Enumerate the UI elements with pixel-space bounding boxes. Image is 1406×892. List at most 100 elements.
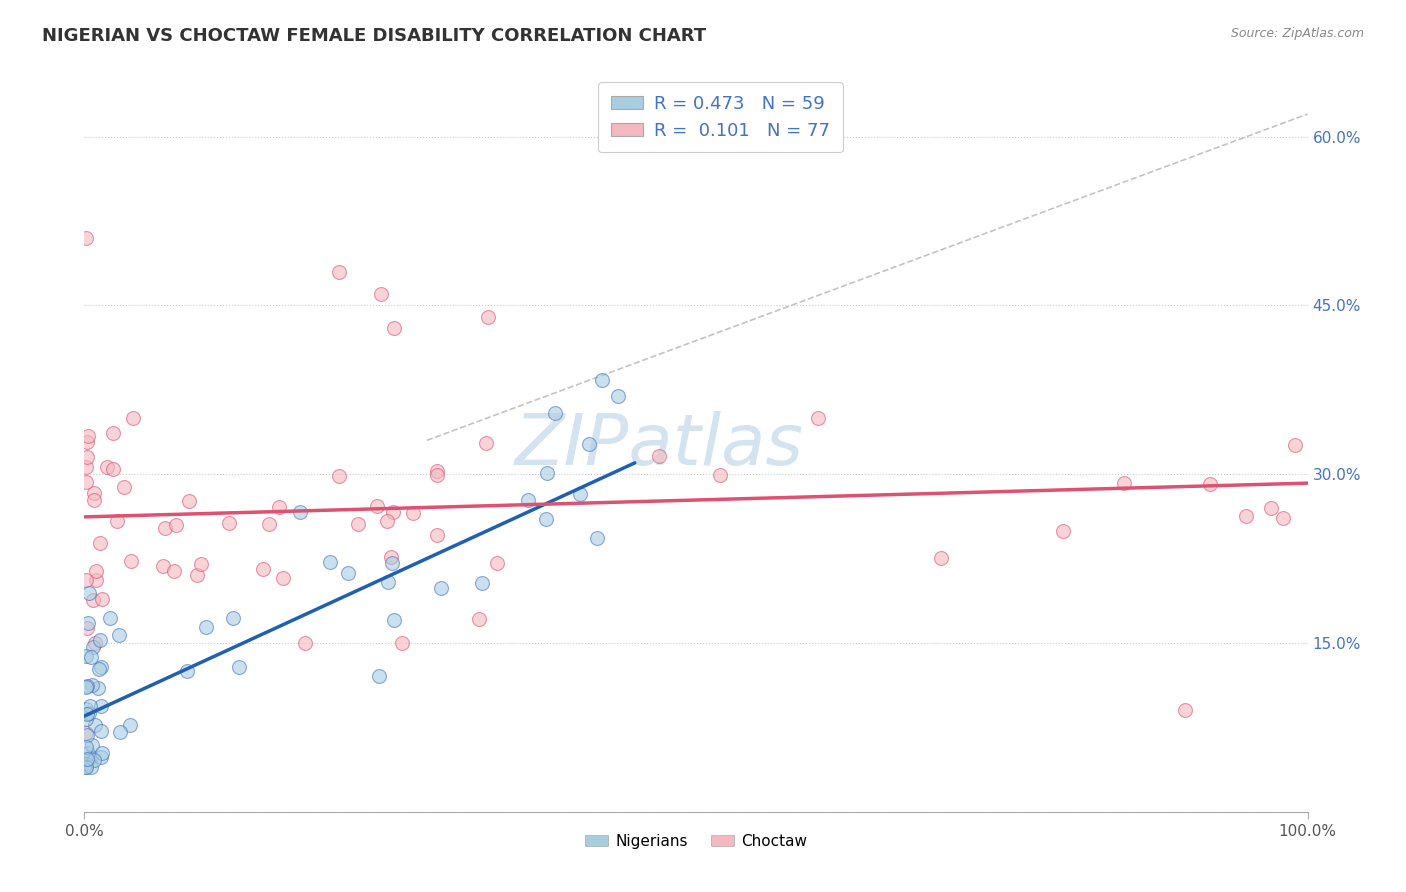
Point xyxy=(807,410,830,425)
Point xyxy=(76,752,98,766)
Point xyxy=(112,480,135,494)
Point xyxy=(370,287,392,301)
Point xyxy=(80,750,103,764)
Point xyxy=(218,516,240,530)
Point xyxy=(471,576,494,591)
Point xyxy=(121,410,143,425)
Point xyxy=(177,494,200,508)
Point xyxy=(76,450,98,465)
Point xyxy=(426,464,449,478)
Point xyxy=(252,562,274,576)
Point xyxy=(294,636,316,650)
Point xyxy=(382,321,405,335)
Point xyxy=(120,717,142,731)
Point xyxy=(80,649,103,664)
Point xyxy=(486,556,509,570)
Point xyxy=(75,475,97,490)
Point xyxy=(391,636,413,650)
Point xyxy=(929,551,952,566)
Point xyxy=(606,389,628,403)
Point xyxy=(83,753,105,767)
Point xyxy=(82,593,104,607)
Point xyxy=(120,554,142,568)
Point xyxy=(75,680,97,694)
Legend: Nigerians, Choctaw: Nigerians, Choctaw xyxy=(579,828,813,855)
Point xyxy=(336,566,359,581)
Point xyxy=(709,467,731,482)
Point xyxy=(382,505,405,519)
Point xyxy=(366,499,388,513)
Point xyxy=(346,517,368,532)
Point xyxy=(516,492,538,507)
Point xyxy=(75,760,97,774)
Point xyxy=(163,565,186,579)
Point xyxy=(152,558,174,573)
Point xyxy=(96,460,118,475)
Point xyxy=(76,728,98,742)
Point xyxy=(76,616,98,631)
Point xyxy=(76,679,98,693)
Point xyxy=(534,512,557,526)
Point xyxy=(91,592,114,607)
Point xyxy=(1236,508,1258,523)
Point xyxy=(190,557,212,571)
Point xyxy=(90,746,112,760)
Point xyxy=(83,485,105,500)
Point xyxy=(75,231,97,245)
Point xyxy=(75,574,97,588)
Point xyxy=(77,586,100,600)
Point xyxy=(79,699,101,714)
Point xyxy=(80,760,103,774)
Point xyxy=(288,505,311,519)
Point xyxy=(477,310,499,324)
Point xyxy=(75,648,97,663)
Point xyxy=(569,487,592,501)
Point xyxy=(75,739,97,754)
Point xyxy=(75,712,97,726)
Point xyxy=(269,500,291,515)
Point xyxy=(90,699,112,714)
Point xyxy=(83,493,105,508)
Point xyxy=(328,264,350,278)
Point xyxy=(75,757,97,772)
Point xyxy=(195,620,218,634)
Point xyxy=(76,434,98,449)
Point xyxy=(1198,476,1220,491)
Point xyxy=(108,628,131,642)
Point xyxy=(89,633,111,648)
Point xyxy=(103,462,125,476)
Point xyxy=(468,612,491,626)
Point xyxy=(578,437,600,451)
Point xyxy=(87,681,110,695)
Point xyxy=(375,514,398,528)
Point xyxy=(1260,500,1282,515)
Point xyxy=(76,621,98,635)
Point xyxy=(186,568,208,582)
Point xyxy=(75,726,97,740)
Point xyxy=(75,760,97,774)
Point xyxy=(536,466,558,480)
Point xyxy=(82,640,104,654)
Point xyxy=(475,436,498,450)
Point xyxy=(426,527,449,541)
Point xyxy=(176,665,198,679)
Text: ZIPatlas: ZIPatlas xyxy=(515,411,804,481)
Point xyxy=(1052,524,1074,539)
Point xyxy=(368,669,391,683)
Point xyxy=(108,725,131,739)
Point xyxy=(89,660,111,674)
Point xyxy=(153,521,176,535)
Point xyxy=(328,469,350,483)
Point xyxy=(89,536,111,550)
Point xyxy=(382,613,405,627)
Point xyxy=(1272,511,1295,525)
Point xyxy=(585,531,607,545)
Point xyxy=(90,750,112,764)
Point xyxy=(380,550,402,565)
Point xyxy=(381,557,404,571)
Point xyxy=(257,517,280,532)
Point xyxy=(84,573,107,587)
Point xyxy=(76,706,98,721)
Point xyxy=(101,425,124,440)
Point xyxy=(430,581,453,595)
